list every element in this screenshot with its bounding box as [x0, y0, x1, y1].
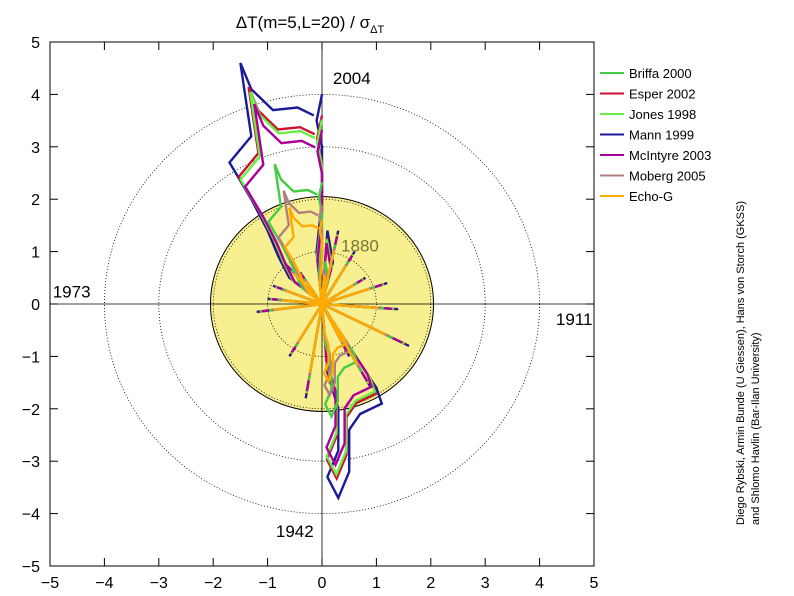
legend-label-mann-1999: Mann 1999 — [629, 128, 694, 143]
legend-label-mcintyre-2003: McIntyre 2003 — [629, 148, 711, 163]
legend-label-echo-g: Echo-G — [629, 189, 673, 204]
x-tick-label: 3 — [481, 575, 490, 592]
x-tick-label: 1 — [372, 575, 381, 592]
legend: Briffa 2000 Esper 2002 Jones 1998 Mann 1999… — [600, 66, 711, 204]
y-tick-label: −4 — [22, 507, 40, 524]
y-tick-label: −1 — [22, 349, 40, 366]
chart-title: ΔT(m=5,L=20) / σΔT — [236, 13, 385, 36]
year-label-1973: 1973 — [53, 283, 91, 302]
x-tick-label: 2 — [426, 575, 435, 592]
credit-line-1: Diego Rybski, Armin Bunde (U Giessen), H… — [735, 200, 747, 525]
legend-label-jones-1998: Jones 1998 — [629, 107, 696, 122]
legend-label-esper-2002: Esper 2002 — [629, 87, 696, 102]
x-tick-label: −2 — [204, 575, 222, 592]
legend-label-moberg-2005: Moberg 2005 — [629, 169, 706, 184]
x-tick-label: −4 — [95, 575, 113, 592]
x-tick-label: 5 — [590, 575, 599, 592]
year-label-1880: 1880 — [341, 237, 379, 256]
y-tick-label: 3 — [31, 140, 40, 157]
year-label-1911: 1911 — [556, 310, 593, 329]
y-tick-label: 2 — [31, 192, 40, 209]
plot-area — [50, 42, 594, 566]
y-tick-label: −3 — [22, 454, 40, 471]
axes: −5 −4 −3 −2 −1 0 1 2 3 4 5 5 4 3 2 1 0 −1 −2 −3 −4 −5 — [22, 35, 599, 592]
y-tick-label: 4 — [31, 87, 40, 104]
year-labels: 2004 1911 1942 1973 1880 — [53, 69, 593, 541]
legend-label-briffa-2000: Briffa 2000 — [629, 66, 692, 81]
y-tick-label: −2 — [22, 402, 40, 419]
year-label-1942: 1942 — [276, 522, 314, 541]
y-tick-label: 1 — [31, 245, 40, 262]
series-line-echo-g — [274, 207, 387, 385]
x-tick-label: 4 — [535, 575, 544, 592]
y-tick-label: 5 — [31, 35, 40, 52]
y-tick-label: −5 — [22, 559, 40, 576]
plot-clip-group — [50, 42, 594, 566]
credit-text: Diego Rybski, Armin Bunde (U Giessen), H… — [734, 200, 764, 525]
x-tick-label: −5 — [41, 575, 59, 592]
y-tick-label: 0 — [31, 297, 40, 314]
x-tick-label: 0 — [318, 575, 327, 592]
x-tick-label: −3 — [150, 575, 168, 592]
credit-line-2: and Shlomo Havlin (Bar-Ilan University) — [750, 332, 762, 525]
year-label-2004: 2004 — [333, 69, 371, 88]
x-tick-label: −1 — [258, 575, 276, 592]
